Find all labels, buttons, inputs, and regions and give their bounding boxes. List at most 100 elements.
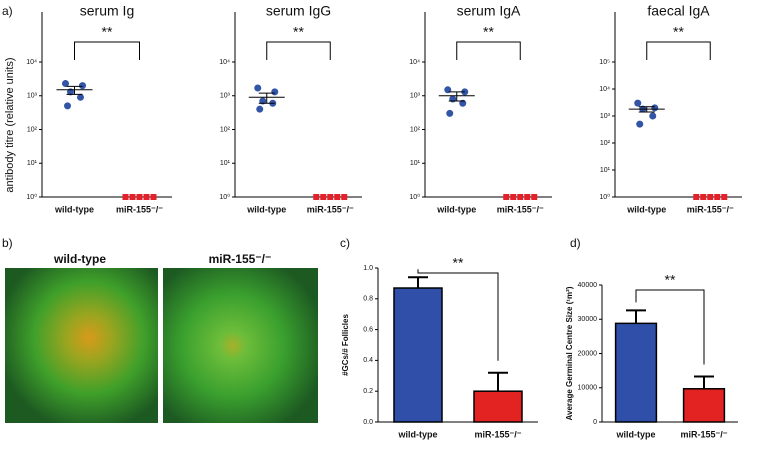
data-point <box>446 109 454 117</box>
y-tick-label: 10⁰ <box>599 193 610 201</box>
data-point <box>651 104 659 112</box>
y-tick-label: 10² <box>27 126 38 133</box>
data-point <box>313 194 320 200</box>
y-tick-label: 10⁰ <box>26 193 37 201</box>
data-point <box>129 194 136 200</box>
y-tick-label: 10⁰ <box>409 193 420 201</box>
data-point <box>503 194 510 200</box>
data-point <box>341 194 348 200</box>
image-caption: wild-type <box>53 252 106 266</box>
data-point <box>700 194 707 200</box>
x-tick-label: miR-155⁻/⁻ <box>116 204 163 214</box>
data-point <box>649 112 657 120</box>
y-tick-label: 0.4 <box>363 357 373 364</box>
x-tick-label: miR-155⁻/⁻ <box>474 429 521 439</box>
x-tick-label: wild-type <box>397 429 437 439</box>
y-tick-label: 10³ <box>27 93 38 100</box>
y-tick-label: 10⁵ <box>599 59 610 66</box>
data-point <box>259 97 267 105</box>
y-tick-label: 10¹ <box>600 167 611 174</box>
data-point <box>693 194 700 200</box>
panel-label: c) <box>340 236 350 250</box>
significance-bracket <box>635 289 705 365</box>
y-tick-label: 10³ <box>220 93 231 100</box>
x-tick-label: miR-155⁻/⁻ <box>680 429 727 439</box>
error-bar <box>488 371 508 392</box>
x-tick-label: miR-155⁻/⁻ <box>497 204 544 214</box>
y-tick-label: 10¹ <box>27 160 38 167</box>
y-tick-label: 10² <box>410 126 421 133</box>
significance-bracket <box>456 41 521 60</box>
y-tick-label: 10⁰ <box>219 193 230 201</box>
x-tick-label: miR-155⁻/⁻ <box>307 204 354 214</box>
y-tick-label: 20000 <box>578 350 598 357</box>
y-tick-label: 10³ <box>600 113 611 120</box>
chart-title: serum IgG <box>266 3 331 19</box>
data-point <box>62 80 69 88</box>
data-point <box>64 102 71 110</box>
panel-label: a) <box>2 4 13 18</box>
data-point <box>531 194 538 200</box>
data-point <box>122 194 129 200</box>
x-tick-label: wild-type <box>54 204 94 214</box>
y-axis-label: Average Germinal Centre Size (¹m²) <box>565 286 574 420</box>
y-tick-label: 0.8 <box>363 296 373 303</box>
data-point <box>707 194 714 200</box>
error-bar <box>448 91 465 102</box>
error-bar <box>638 106 655 113</box>
significance-label: ** <box>665 272 676 288</box>
y-tick-label: 30000 <box>578 316 598 323</box>
y-tick-label: 10¹ <box>220 160 231 167</box>
data-point <box>636 120 644 128</box>
data-point <box>136 194 143 200</box>
y-tick-label: 10¹ <box>410 160 421 167</box>
chart-title: serum Ig <box>80 3 134 19</box>
significance-label: ** <box>483 24 494 40</box>
y-axis-label: antibody titre (relative units) <box>4 57 16 192</box>
significance-label: ** <box>102 24 113 40</box>
data-point <box>524 194 531 200</box>
error-bar <box>408 276 428 289</box>
error-bar <box>626 309 646 324</box>
error-bar <box>66 85 83 95</box>
significance-bracket <box>646 41 711 60</box>
significance-label: ** <box>293 24 304 40</box>
x-tick-label: wild-type <box>436 204 476 214</box>
data-point <box>459 99 467 107</box>
y-tick-label: 10⁴ <box>219 59 230 66</box>
data-point <box>77 93 84 101</box>
y-tick-label: 10² <box>600 140 611 147</box>
data-point <box>634 99 642 107</box>
error-bar <box>694 375 714 389</box>
y-tick-label: 10⁴ <box>26 59 37 66</box>
data-point <box>334 194 341 200</box>
y-tick-label: 10⁴ <box>599 86 610 93</box>
chart-title: serum IgA <box>457 3 521 19</box>
bar <box>614 322 658 423</box>
chart-title: faecal IgA <box>647 3 710 19</box>
significance-label: ** <box>453 255 464 271</box>
significance-bracket <box>417 269 499 361</box>
data-point <box>721 194 728 200</box>
y-axis-label: #GCs/# Follicles <box>341 314 350 376</box>
significance-label: ** <box>673 24 684 40</box>
image-caption: miR-155⁻/⁻ <box>209 252 272 266</box>
significance-bracket <box>266 41 331 60</box>
data-point <box>143 194 150 200</box>
y-tick-label: 40000 <box>578 282 598 289</box>
data-point <box>714 194 721 200</box>
x-tick-label: miR-155⁻/⁻ <box>687 204 734 214</box>
y-tick-label: 0 <box>593 419 597 426</box>
data-point <box>271 88 279 96</box>
data-point <box>79 82 86 90</box>
y-tick-label: 10² <box>220 126 231 133</box>
x-tick-label: wild-type <box>615 429 655 439</box>
data-point <box>510 194 517 200</box>
y-tick-label: 1.0 <box>363 265 373 272</box>
error-bar <box>258 92 275 104</box>
bar <box>393 287 443 423</box>
x-tick-label: wild-type <box>626 204 666 214</box>
panel-label: d) <box>570 236 581 250</box>
data-point <box>517 194 524 200</box>
